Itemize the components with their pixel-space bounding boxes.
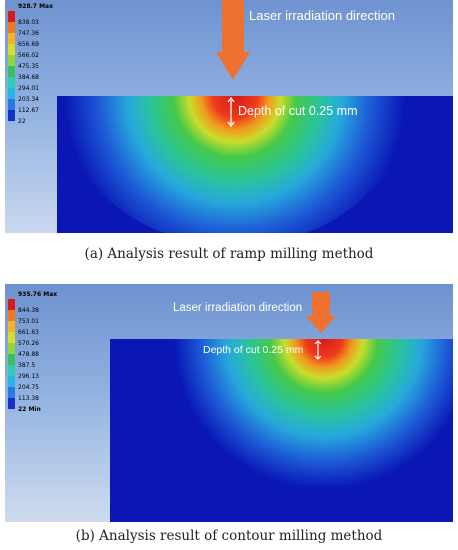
workpiece-cross-section: [57, 96, 453, 233]
legend-value: 838.03: [18, 19, 39, 26]
temperature-legend: 928.7 Max 838.03 747.36 656.69 566.02 475.35…: [8, 3, 53, 125]
legend-swatch: [8, 66, 15, 77]
depth-of-cut-label: Depth of cut 0.25 mm: [203, 344, 304, 356]
simulation-panel-ramp: 928.7 Max 838.03 747.36 656.69 566.02 475.35…: [5, 0, 453, 233]
legend-swatch: [8, 33, 15, 44]
legend-value: 296.13: [18, 373, 39, 380]
legend-swatch: [8, 110, 15, 121]
legend-value: 478.88: [18, 351, 39, 358]
legend-swatch: [8, 22, 15, 33]
legend-swatch: [8, 398, 15, 409]
laser-arrow-head: [306, 316, 336, 333]
workpiece-cross-section: [110, 339, 453, 522]
legend-swatch: [8, 310, 15, 321]
legend-min-label: 22 Min: [18, 406, 41, 413]
laser-arrow-head: [216, 52, 250, 80]
legend-value: 747.36: [18, 30, 39, 37]
depth-of-cut-label: Depth of cut 0.25 mm: [238, 104, 358, 118]
legend-entry: 747.36: [8, 22, 53, 37]
legend-value: 112.67: [18, 107, 39, 114]
legend-swatch: [8, 365, 15, 376]
legend-entry: 475.35: [8, 55, 53, 70]
legend-entry: 387.5: [8, 354, 57, 369]
legend-value: 203.34: [18, 96, 39, 103]
legend-entry: 478.88: [8, 343, 57, 358]
caption-b: (b) Analysis result of contour milling m…: [75, 528, 383, 544]
legend-entry: 112.67: [8, 99, 53, 114]
legend-entry: 656.69: [8, 33, 53, 48]
legend-entry: 22 Min: [8, 398, 57, 413]
legend-entry: 294.01: [8, 77, 53, 92]
legend-entry: 203.34: [8, 88, 53, 103]
legend-min-label: 22: [18, 118, 26, 125]
legend-swatch: [8, 11, 15, 22]
legend-scale: 844.38 753.01 661.63 570.26 478.88 387.5 296.1…: [8, 299, 57, 413]
legend-swatch: [8, 321, 15, 332]
legend-swatch: [8, 332, 15, 343]
legend-scale: 838.03 747.36 656.69 566.02 475.35 384.68 294.…: [8, 11, 53, 125]
legend-value: 570.26: [18, 340, 39, 347]
laser-direction-label: Laser irradiation direction: [173, 302, 303, 314]
legend-swatch: [8, 77, 15, 88]
legend-swatch: [8, 387, 15, 398]
legend-swatch: [8, 376, 15, 387]
legend-entry: 844.38: [8, 299, 57, 314]
laser-arrow: [312, 292, 330, 316]
legend-swatch: [8, 354, 15, 365]
legend-entry: 566.02: [8, 44, 53, 59]
legend-max-label: 928.7 Max: [18, 3, 53, 10]
legend-swatch: [8, 299, 15, 310]
temperature-legend: 935.76 Max 844.38 753.01 661.63 570.26 478.8…: [8, 291, 58, 413]
caption-a: (a) Analysis result of ramp milling meth…: [84, 246, 374, 262]
simulation-panel-contour: 935.76 Max 844.38 753.01 661.63 570.26 478.8…: [5, 284, 453, 522]
laser-arrow: [222, 0, 244, 52]
legend-value: 475.35: [18, 63, 39, 70]
legend-value: 113.38: [18, 395, 39, 402]
legend-value: 753.01: [18, 318, 39, 325]
legend-entry: 22: [8, 110, 53, 125]
depth-arrow-icon: [314, 340, 322, 360]
legend-entry: 113.38: [8, 387, 57, 402]
legend-value: 566.02: [18, 52, 39, 59]
legend-value: 204.75: [18, 384, 39, 391]
legend-entry: 753.01: [8, 310, 57, 325]
legend-entry: 296.13: [8, 365, 57, 380]
laser-direction-label: Laser irradiation direction: [249, 8, 395, 23]
legend-entry: 661.63: [8, 321, 57, 336]
legend-value: 661.63: [18, 329, 39, 336]
temperature-field: [110, 339, 453, 522]
legend-entry: 570.26: [8, 332, 57, 347]
legend-swatch: [8, 88, 15, 99]
depth-arrow-icon: [227, 97, 235, 127]
legend-value: 387.5: [18, 362, 36, 369]
legend-value: 294.01: [18, 85, 39, 92]
legend-value: 384.68: [18, 74, 39, 81]
legend-swatch: [8, 44, 15, 55]
temperature-field: [57, 96, 453, 233]
legend-entry: 838.03: [8, 11, 53, 26]
legend-max-label: 935.76 Max: [18, 291, 58, 298]
legend-value: 844.38: [18, 307, 39, 314]
legend-value: 656.69: [18, 41, 39, 48]
legend-entry: 204.75: [8, 376, 57, 391]
legend-swatch: [8, 343, 15, 354]
legend-entry: 384.68: [8, 66, 53, 81]
legend-swatch: [8, 55, 15, 66]
legend-swatch: [8, 99, 15, 110]
